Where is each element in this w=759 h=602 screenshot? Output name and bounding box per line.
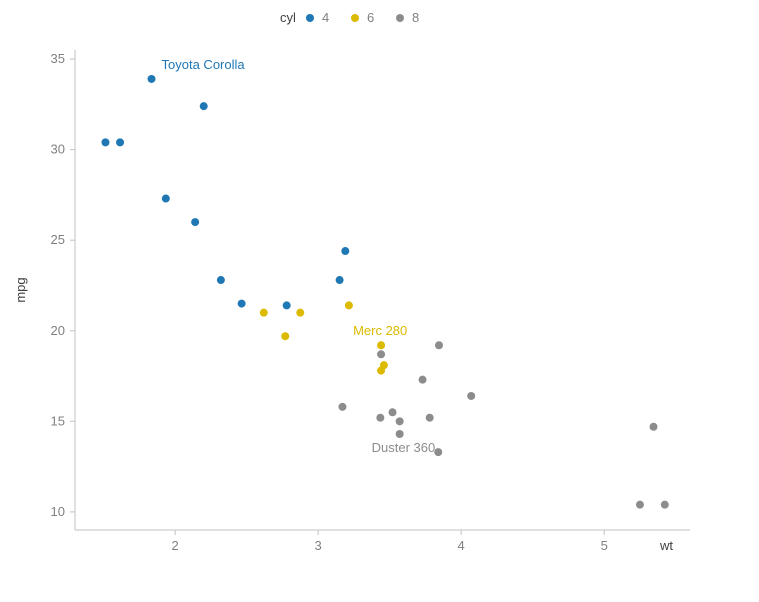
data-point [217,276,225,284]
data-point [396,430,404,438]
data-point [377,367,385,375]
data-point [650,423,658,431]
data-point [281,332,289,340]
data-point [389,408,397,416]
data-point [419,376,427,384]
legend-item-label: 4 [322,10,329,25]
legend-item-label: 6 [367,10,374,25]
data-point [296,309,304,317]
x-tick-label: 4 [458,538,465,553]
data-point [435,341,443,349]
y-tick-label: 25 [51,232,65,247]
x-axis-label: wt [659,538,673,553]
data-point [283,301,291,309]
legend-marker [351,14,359,22]
y-axis-label: mpg [13,277,28,302]
legend-title: cyl [280,10,296,25]
data-point [426,414,434,422]
y-tick-label: 35 [51,51,65,66]
data-point [116,138,124,146]
annotation-label: Duster 360 [372,440,436,455]
data-point [101,138,109,146]
y-tick-label: 30 [51,142,65,157]
data-point [661,501,669,509]
y-tick-label: 20 [51,323,65,338]
data-point [162,195,170,203]
data-point [396,417,404,425]
annotation-label: Merc 280 [353,323,407,338]
chart-svg: 2 3 4 5 10 15 20 25 30 35 wt mpg Toyota Corolla Merc … [0,0,759,602]
data-point [238,300,246,308]
y-tick-label: 15 [51,413,65,428]
data-point [467,392,475,400]
y-tick-label: 10 [51,504,65,519]
data-point [341,247,349,255]
data-point [191,218,199,226]
data-point [260,309,268,317]
data-point [338,403,346,411]
legend-marker [396,14,404,22]
data-point [336,276,344,284]
data-point [148,75,156,83]
data-point [200,102,208,110]
data-point [345,301,353,309]
data-point [377,350,385,358]
data-point [434,448,442,456]
scatter-chart: 2 3 4 5 10 15 20 25 30 35 wt mpg Toyota Corolla Merc … [0,0,759,602]
annotation-label: Toyota Corolla [162,57,246,72]
legend-item-label: 8 [412,10,419,25]
x-tick-label: 3 [315,538,322,553]
x-tick-label: 5 [601,538,608,553]
data-point [636,501,644,509]
data-point [377,341,385,349]
x-tick-label: 2 [171,538,178,553]
data-point [376,414,384,422]
legend-marker [306,14,314,22]
